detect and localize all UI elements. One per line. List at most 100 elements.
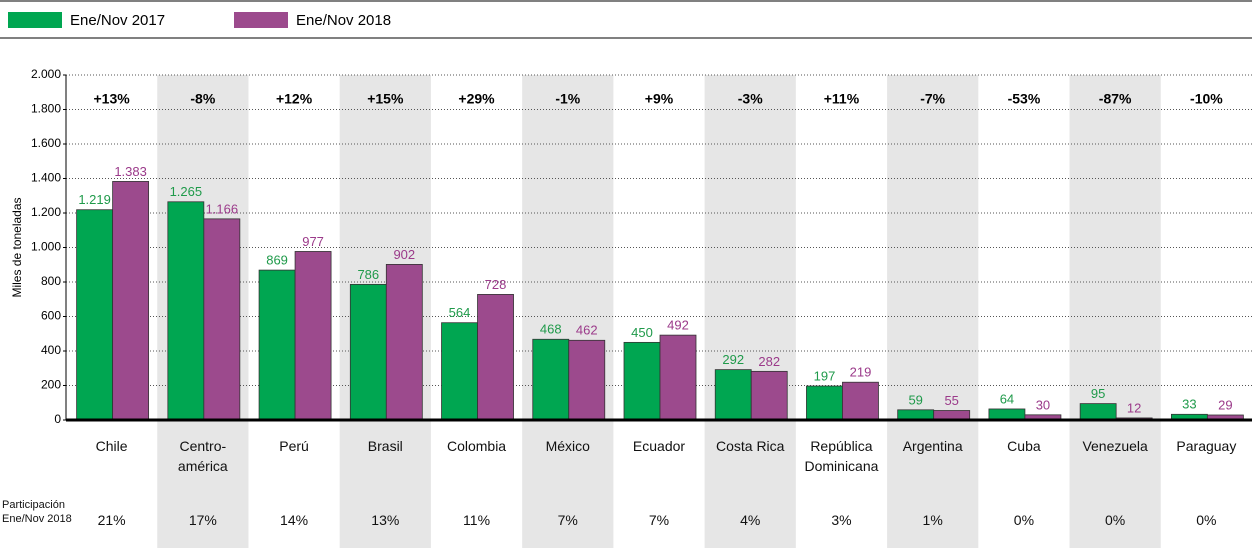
bar bbox=[532, 338, 570, 421]
bar bbox=[806, 385, 843, 421]
participation-value: 4% bbox=[740, 512, 761, 528]
participation-value: 13% bbox=[371, 512, 400, 528]
value-label: 564 bbox=[449, 305, 471, 320]
x-tick-label: Perú bbox=[279, 438, 309, 454]
value-label: 29 bbox=[1218, 397, 1232, 412]
y-tick-label: 600 bbox=[41, 309, 61, 323]
legend-swatch bbox=[234, 12, 288, 28]
bar bbox=[988, 408, 1026, 421]
value-label: 197 bbox=[814, 368, 836, 383]
value-label: 728 bbox=[485, 277, 507, 292]
value-label: 1.265 bbox=[170, 184, 203, 199]
bar bbox=[623, 341, 661, 421]
column-shade bbox=[522, 75, 614, 548]
participation-value: 14% bbox=[280, 512, 309, 528]
bar bbox=[477, 294, 514, 421]
column-shade bbox=[887, 75, 979, 548]
y-tick-label: 200 bbox=[41, 378, 61, 392]
participation-value: 11% bbox=[463, 512, 491, 528]
bar bbox=[659, 334, 697, 421]
legend-swatch bbox=[8, 12, 62, 28]
bar bbox=[258, 269, 296, 421]
change-label: +12% bbox=[276, 91, 313, 107]
bar bbox=[1079, 403, 1117, 421]
participation-value: 3% bbox=[831, 512, 852, 528]
y-tick-label: 1.200 bbox=[31, 205, 61, 219]
change-label: -1% bbox=[555, 91, 580, 107]
change-label: -10% bbox=[1190, 91, 1223, 107]
x-tick-label: Centro- américa bbox=[177, 438, 228, 474]
value-label: 1.383 bbox=[114, 164, 147, 179]
y-axis-label: Miles de toneladas bbox=[10, 197, 24, 297]
value-label: 59 bbox=[908, 392, 922, 407]
change-label: +9% bbox=[645, 91, 674, 107]
x-tick-label: Chile bbox=[95, 438, 128, 454]
y-tick-label: 1.800 bbox=[31, 102, 61, 116]
x-tick-label: Paraguay bbox=[1176, 438, 1237, 454]
change-label: -7% bbox=[920, 91, 945, 107]
y-tick-label: 400 bbox=[41, 343, 61, 357]
participation-label: Participación Ene/Nov 2018 bbox=[2, 499, 72, 525]
participation-value: 7% bbox=[648, 512, 670, 528]
legend-label: Ene/Nov 2018 bbox=[296, 12, 391, 29]
change-label: -53% bbox=[1008, 91, 1041, 107]
value-label: 55 bbox=[944, 393, 958, 408]
x-tick-label: República Dominicana bbox=[804, 438, 879, 474]
value-label: 492 bbox=[667, 318, 689, 333]
value-label: 1.219 bbox=[78, 192, 111, 207]
bar bbox=[441, 322, 478, 421]
value-label: 902 bbox=[393, 247, 415, 262]
x-tick-label: Ecuador bbox=[632, 438, 686, 454]
participation-value: 0% bbox=[1105, 512, 1126, 528]
bar bbox=[349, 284, 387, 421]
x-tick-label: Cuba bbox=[1007, 438, 1041, 454]
bar bbox=[897, 409, 935, 421]
x-tick-label: Argentina bbox=[902, 438, 963, 454]
participation-value: 1% bbox=[922, 512, 943, 528]
participation-value: 17% bbox=[188, 512, 217, 528]
participation-value: 7% bbox=[557, 512, 578, 528]
bar bbox=[568, 339, 606, 421]
change-label: +13% bbox=[94, 91, 131, 107]
y-tick-label: 1.600 bbox=[31, 136, 61, 150]
value-label: 64 bbox=[1000, 391, 1014, 406]
value-label: 977 bbox=[302, 234, 324, 249]
legend-label: Ene/Nov 2017 bbox=[70, 12, 165, 29]
column-shade bbox=[1069, 75, 1161, 548]
change-label: -3% bbox=[738, 91, 763, 107]
bar bbox=[112, 181, 150, 421]
value-label: 869 bbox=[266, 253, 288, 268]
value-label: 1.166 bbox=[206, 201, 239, 216]
y-tick-label: 0 bbox=[54, 412, 61, 426]
column-shade bbox=[704, 75, 796, 548]
change-label: +29% bbox=[458, 91, 495, 107]
value-label: 282 bbox=[758, 354, 780, 369]
value-label: 468 bbox=[540, 322, 562, 337]
value-label: 95 bbox=[1091, 386, 1105, 401]
bar bbox=[385, 264, 423, 421]
bar bbox=[294, 251, 332, 421]
bar bbox=[750, 370, 788, 421]
value-label: 462 bbox=[576, 323, 598, 338]
x-tick-label: Venezuela bbox=[1082, 438, 1148, 454]
bar bbox=[842, 381, 879, 421]
y-tick-label: 2.000 bbox=[31, 67, 61, 81]
change-label: +11% bbox=[824, 91, 860, 107]
value-label: 292 bbox=[722, 352, 744, 367]
value-label: 30 bbox=[1036, 397, 1050, 412]
value-label: 786 bbox=[357, 267, 379, 282]
y-tick-label: 1.000 bbox=[31, 240, 61, 254]
x-tick-label: Colombia bbox=[446, 438, 507, 454]
value-label: 12 bbox=[1127, 400, 1141, 415]
x-tick-label: México bbox=[545, 438, 590, 454]
participation-value: 0% bbox=[1013, 512, 1035, 528]
change-label: -87% bbox=[1099, 91, 1132, 107]
change-label: +15% bbox=[367, 91, 404, 107]
value-label: 450 bbox=[631, 325, 653, 340]
participation-value: 0% bbox=[1196, 512, 1217, 528]
bar bbox=[714, 369, 752, 421]
value-label: 33 bbox=[1182, 397, 1196, 412]
participation-value: 21% bbox=[97, 512, 126, 528]
